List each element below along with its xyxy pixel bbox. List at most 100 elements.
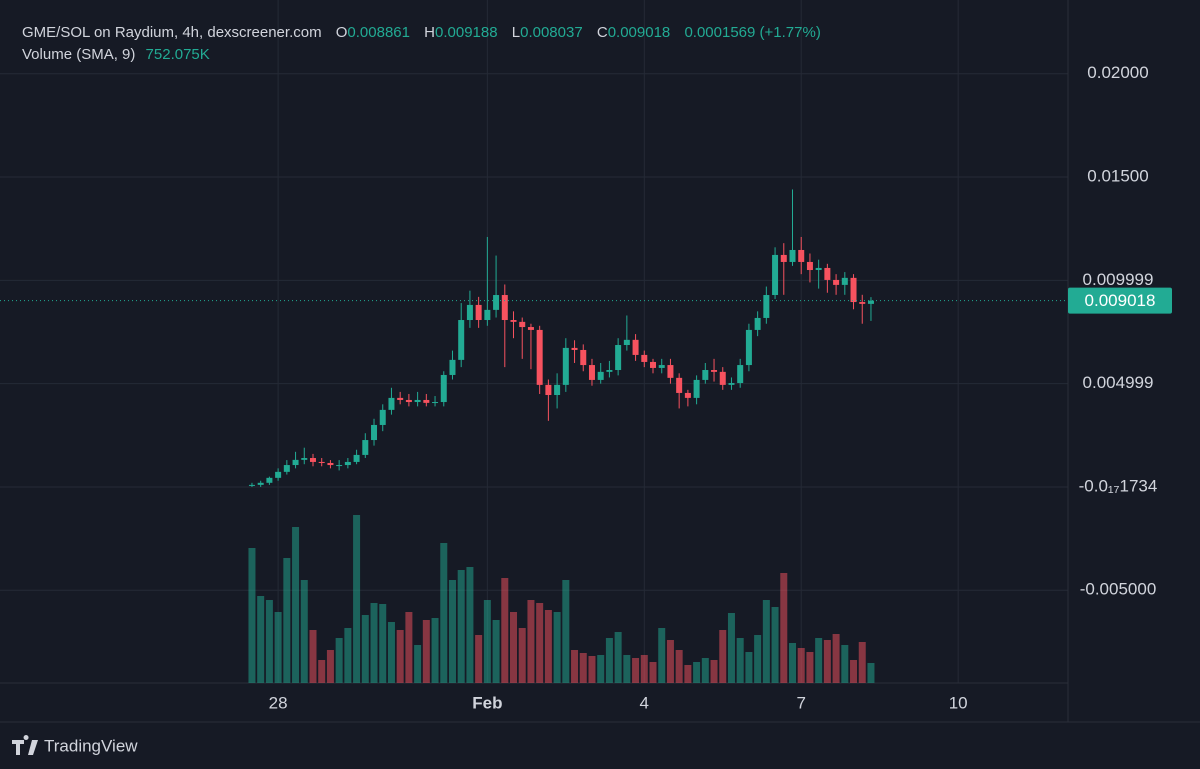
candle-body — [283, 465, 290, 472]
candle-body — [824, 267, 831, 280]
volume-bar — [640, 655, 648, 683]
candle-body — [859, 302, 866, 304]
x-tick-label: 4 — [640, 693, 649, 712]
volume-bar — [448, 580, 456, 683]
last-price-tag — [1068, 287, 1172, 314]
volume-bar — [536, 603, 544, 683]
candle-body — [658, 365, 665, 368]
volume-bar — [806, 652, 814, 683]
volume-bar — [797, 648, 805, 683]
volume-bar — [387, 622, 395, 683]
candle-body — [711, 370, 718, 372]
volume-bar — [414, 645, 422, 683]
candle-body — [527, 327, 534, 330]
volume-bar — [483, 600, 491, 683]
candle-body — [362, 440, 369, 455]
volume-bar — [850, 660, 858, 683]
candle-body — [379, 409, 386, 425]
candle-body — [292, 459, 299, 466]
candle-body — [414, 399, 421, 403]
volume-bar — [780, 573, 788, 683]
volume-bar — [492, 620, 500, 683]
candle-body — [728, 383, 735, 385]
y-tick-label: -0.005000 — [1080, 580, 1157, 599]
volume-bar — [867, 663, 875, 683]
candle-body — [693, 379, 700, 398]
candle-body — [475, 304, 482, 321]
y-tick-label: 0.02000 — [1087, 63, 1148, 82]
candle-body — [519, 321, 526, 328]
volume-bar — [788, 643, 796, 683]
candle-body — [423, 399, 430, 403]
volume-bar — [762, 600, 770, 683]
volume-bar — [361, 615, 369, 683]
volume-bar — [693, 662, 701, 683]
candle-body — [615, 345, 622, 371]
volume-bar — [632, 658, 640, 683]
candle-body — [667, 365, 674, 378]
candle-body — [309, 458, 316, 462]
volume-bar — [614, 632, 622, 683]
volume-bar — [344, 628, 352, 683]
candle-body — [789, 249, 796, 262]
volume-bar — [353, 515, 361, 683]
volume-bar — [597, 655, 605, 683]
ohlc-label: O — [335, 24, 348, 41]
candle-body — [650, 361, 657, 368]
x-tick-label: Feb — [472, 693, 502, 712]
last-price-label: 0.009018 — [1085, 291, 1156, 310]
volume-bar — [553, 612, 561, 683]
volume-bar — [544, 610, 552, 683]
candle-body — [641, 354, 648, 362]
volume-bar — [719, 630, 727, 683]
change-value: 0.0001569 — [684, 24, 756, 41]
candle-body — [702, 370, 709, 380]
y-tick-label: -0.0₁₇1734 — [1079, 476, 1158, 495]
volume-bar — [562, 580, 570, 683]
y-tick-label: 0.009999 — [1083, 270, 1154, 289]
chart-title: GME/SOL on Raydium, 4h, dexscreener.com — [22, 24, 322, 41]
candle-body — [562, 347, 569, 385]
candle-body — [353, 454, 360, 462]
x-tick-label: 10 — [949, 693, 968, 712]
volume-bar — [370, 603, 378, 683]
volume-bar — [815, 638, 823, 683]
candle-body — [676, 377, 683, 393]
candle-body — [632, 339, 639, 355]
volume-bar — [466, 567, 474, 683]
candle-body — [493, 295, 500, 310]
volume-bar — [675, 650, 683, 683]
ohlc-value: 0.009018 — [607, 24, 671, 41]
volume-bar — [326, 650, 334, 683]
volume-bar — [274, 612, 282, 683]
candle-body — [405, 399, 412, 403]
ohlc-value: 0.009188 — [435, 24, 498, 41]
candle-body — [344, 461, 351, 466]
candle-body — [841, 277, 848, 285]
candle-body — [545, 384, 552, 396]
ohlc-label: C — [596, 24, 608, 41]
candle-body — [684, 392, 691, 398]
volume-bar — [257, 596, 265, 683]
ohlc-value: 0.008861 — [347, 24, 410, 41]
candle-body — [536, 329, 543, 385]
volume-label: Volume (SMA, 9) — [22, 46, 136, 63]
volume-bar — [283, 558, 291, 683]
candle-body — [318, 461, 325, 463]
ohlc-label: H — [424, 24, 436, 41]
candle-body — [580, 349, 587, 366]
candle-body — [458, 320, 465, 360]
volume-bar — [292, 527, 300, 683]
candle-body — [327, 462, 334, 466]
candle-body — [850, 277, 857, 303]
volume-bar — [510, 612, 518, 683]
volume-bar — [701, 658, 709, 683]
candle-body — [501, 295, 508, 321]
candle-body — [248, 484, 255, 486]
volume-bar — [623, 655, 631, 683]
volume-bar — [745, 652, 753, 683]
volume-bar — [666, 640, 674, 683]
brand: TradingView — [44, 736, 138, 755]
volume-bar — [754, 635, 762, 683]
